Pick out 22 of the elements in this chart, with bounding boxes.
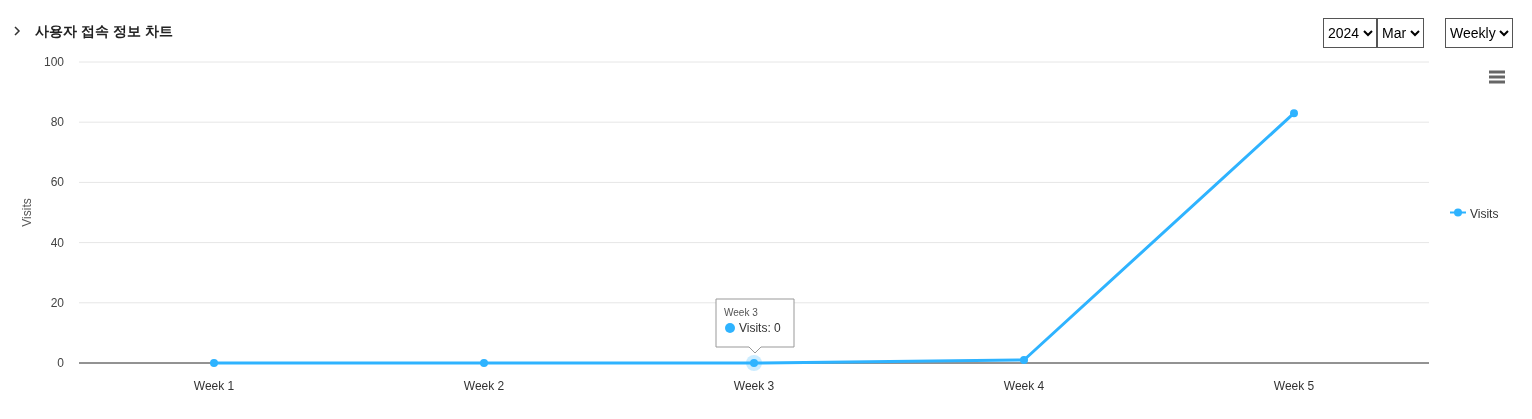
annotation: Week 3 Visits: 0 [724, 307, 782, 335]
point [210, 359, 218, 367]
point [1020, 355, 1028, 364]
text: Weekly [1445, 18, 1513, 48]
y-tick-label: 80 [50, 115, 65, 130]
x-tick-label: Week 5 [1273, 379, 1315, 393]
x-tick-label: Week 3 [733, 379, 775, 393]
x-tick-label: Week 2 [463, 379, 505, 393]
x-tick-label: Week 1 [193, 379, 235, 393]
point [1290, 109, 1298, 118]
y-tick-label: 40 [50, 235, 65, 250]
x-tick-label: Week 4 [1003, 379, 1045, 393]
point [480, 359, 488, 367]
y-tick-label: 20 [50, 295, 65, 310]
text: Mar [1377, 18, 1424, 48]
text: 2024 [1323, 18, 1377, 48]
y-tick-label: 60 [50, 175, 65, 190]
y-tick-label: 100 [43, 55, 65, 69]
chart-title: 사용자 접속 정보 차트 [35, 23, 173, 39]
y-tick-label: 0 [57, 356, 65, 370]
legend-label: Visits [1470, 206, 1499, 221]
y-axis-title: Visits [20, 198, 34, 227]
